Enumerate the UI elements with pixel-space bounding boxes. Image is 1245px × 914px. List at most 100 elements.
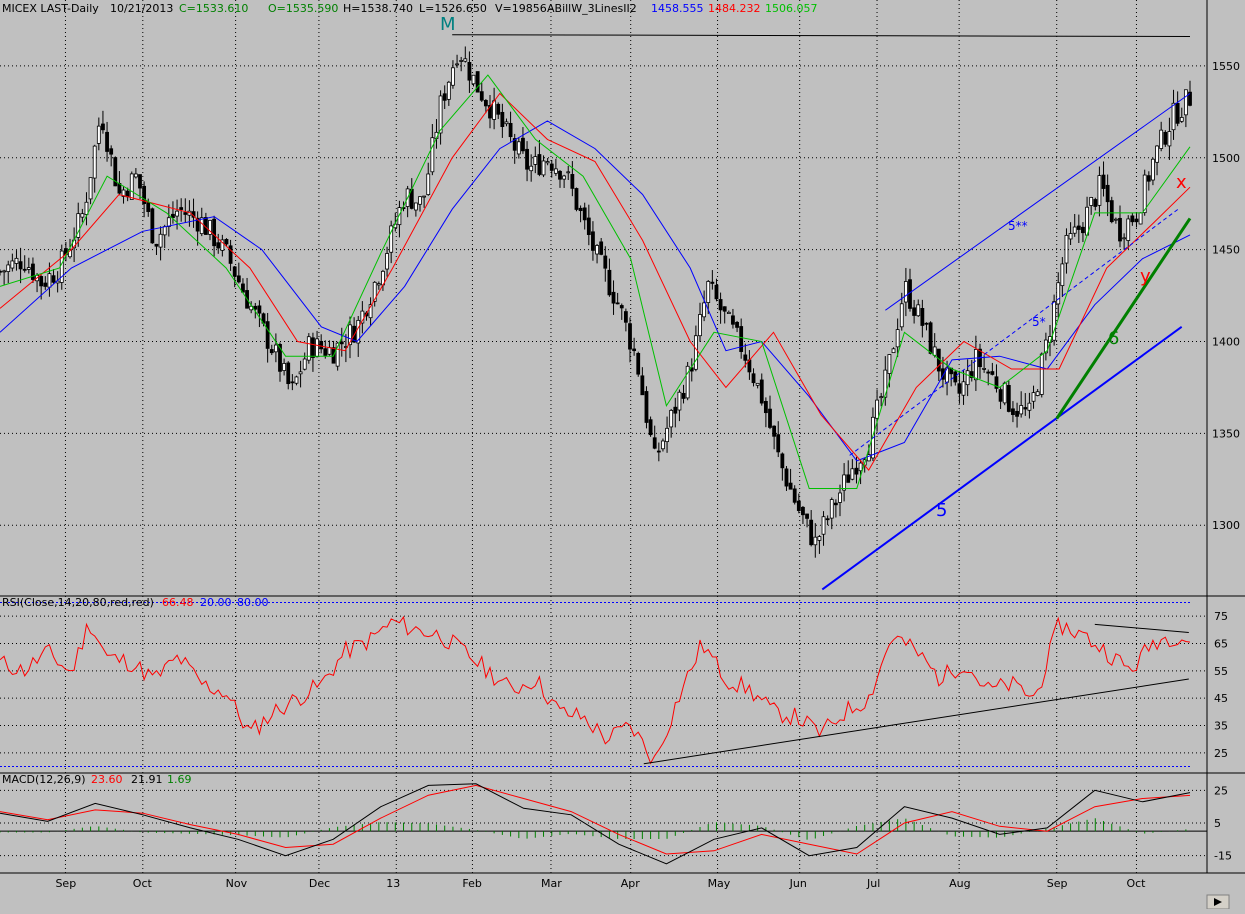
candle-body	[471, 74, 476, 85]
header-high: H=1538.740	[343, 2, 413, 15]
candle-body	[788, 482, 793, 490]
candle-body	[516, 141, 521, 155]
candle-body	[809, 519, 814, 546]
candle-body	[286, 362, 291, 385]
candle-body	[1113, 218, 1118, 221]
candle-body	[558, 170, 562, 180]
candle-body	[965, 370, 970, 386]
month-tick-label: Jul	[866, 877, 880, 890]
macd-signal-line	[0, 784, 1191, 855]
candle-body	[101, 123, 105, 131]
ma-mid-line	[0, 92, 1191, 471]
candle-body	[1163, 131, 1168, 145]
candle-body	[887, 354, 892, 374]
candle-body	[549, 163, 554, 171]
candle-body	[541, 160, 546, 176]
ma-slow-line	[0, 120, 1191, 462]
candle-body	[166, 217, 171, 228]
candle-body	[150, 208, 155, 244]
wave-label-x: x	[1176, 172, 1187, 193]
candle-body	[850, 468, 855, 480]
candle-body	[644, 391, 649, 423]
candle-body	[1171, 102, 1176, 131]
header-indicator: ABillW_3LinesII2	[547, 2, 637, 15]
candle-body	[636, 353, 641, 375]
candle-body	[488, 105, 492, 119]
candle-body	[459, 60, 464, 62]
candle-body	[397, 207, 402, 226]
candle-body	[1101, 174, 1106, 189]
rsi-value: 66.48	[162, 596, 194, 609]
candle-body	[43, 282, 48, 287]
candle-body	[109, 148, 114, 155]
candle-body	[315, 338, 319, 358]
candle-body	[282, 363, 287, 371]
candle-body	[1146, 175, 1151, 182]
macd-tick-label: -15	[1214, 850, 1232, 863]
header-ma-slow: 1458.555	[651, 2, 704, 15]
candle-body	[924, 322, 929, 325]
macd-panel	[0, 783, 1207, 865]
candle-body	[829, 499, 834, 519]
candle-body	[1188, 91, 1192, 106]
candle-body	[751, 373, 756, 384]
candle-body	[957, 383, 962, 394]
candle-body	[138, 174, 142, 189]
candle-body	[323, 348, 328, 356]
candle-body	[780, 453, 785, 469]
candle-body	[932, 346, 937, 356]
candle-body	[817, 536, 822, 541]
candle-body	[96, 125, 101, 144]
candle-body	[426, 173, 431, 195]
candle-body	[755, 382, 760, 386]
candle-body	[1155, 145, 1159, 163]
macd-tick-label: 5	[1214, 817, 1221, 830]
candle-body	[735, 321, 739, 328]
candle-body	[879, 396, 884, 399]
candle-body	[142, 185, 147, 204]
candle-body	[842, 474, 847, 491]
header-symbol: MICEX LAST-Daily	[2, 2, 99, 15]
wave-label-5star: 5*	[1032, 315, 1046, 329]
candle-body	[278, 344, 282, 372]
candle-body	[508, 122, 513, 138]
candle-body	[1002, 382, 1007, 404]
candle-body	[311, 337, 315, 358]
month-tick-label: Apr	[621, 877, 641, 890]
candle-body	[570, 174, 575, 189]
macd-signal-value: 21.91	[131, 773, 163, 786]
candle-body	[961, 381, 966, 396]
candle-body	[702, 302, 707, 318]
wave-5-line	[821, 325, 1183, 591]
candle-body	[858, 462, 863, 472]
candle-body	[1126, 218, 1131, 241]
candle-body	[916, 304, 921, 317]
candle-body	[496, 103, 501, 115]
candle-body	[582, 207, 587, 221]
month-tick-label: Jun	[789, 877, 807, 890]
candle-body	[339, 341, 344, 345]
price-tick-label: 1550	[1212, 60, 1240, 73]
candle-body	[2, 270, 7, 273]
candle-body	[1064, 235, 1069, 264]
header-volume: V=19856	[495, 2, 547, 15]
candle-body	[1175, 102, 1180, 124]
rsi-tick-label: 35	[1214, 720, 1228, 733]
candle-body	[26, 267, 31, 270]
candle-body	[438, 95, 443, 134]
candle-body	[928, 322, 933, 354]
candle-body	[846, 474, 851, 483]
candle-body	[875, 399, 879, 419]
candle-body	[776, 434, 781, 453]
candle-body	[39, 276, 44, 287]
price-tick-label: 1450	[1212, 244, 1240, 257]
candle-body	[628, 323, 632, 350]
axis-layer: 1300 1350 1400 1450 1500 1550 Sep Oct Nov Dec 13 Fe…	[55, 60, 1240, 890]
candle-body	[833, 502, 838, 506]
candle-body	[418, 196, 422, 205]
candle-body	[183, 212, 188, 215]
candle-body	[376, 283, 381, 286]
candle-body	[1167, 131, 1172, 147]
candle-body	[327, 347, 332, 355]
candle-body	[105, 131, 109, 152]
